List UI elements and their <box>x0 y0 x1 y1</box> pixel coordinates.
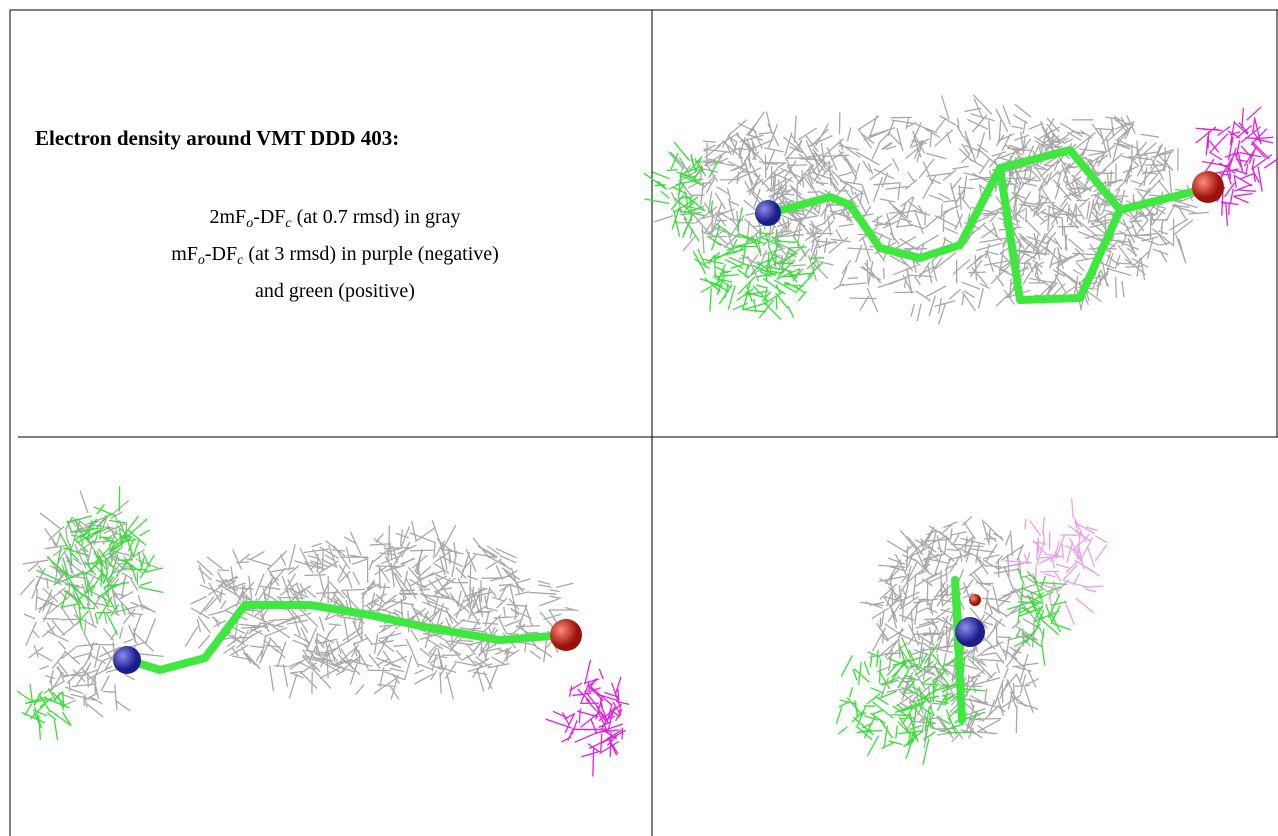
legend-line: mFo-DFc (at 3 rmsd) in purple (negative) <box>20 239 650 276</box>
atom <box>755 200 781 226</box>
page: Electron density around VMT DDD 403: 2mF… <box>0 0 1278 836</box>
atom <box>1192 171 1224 203</box>
density-mesh <box>546 660 629 777</box>
density-mesh <box>644 142 722 242</box>
text-run: -DF <box>253 206 285 228</box>
text-run: and green (positive) <box>255 280 415 302</box>
atom <box>113 646 141 674</box>
atom <box>955 617 985 647</box>
text-run: 2mF <box>210 206 247 228</box>
density-images <box>17 95 1278 777</box>
caption-title: Electron density around VMT DDD 403: <box>35 126 399 151</box>
text-run: -DF <box>205 243 237 265</box>
text-run: (at 0.7 rmsd) in gray <box>292 206 461 228</box>
legend-line: 2mFo-DFc (at 0.7 rmsd) in gray <box>20 202 650 239</box>
text-run: (at 3 rmsd) in purple (negative) <box>243 243 498 265</box>
atom <box>969 594 981 606</box>
subscript: o <box>198 253 205 268</box>
atom <box>550 619 582 651</box>
density-mesh <box>1196 107 1278 226</box>
legend-line: and green (positive) <box>20 276 650 307</box>
text-run: mF <box>171 243 198 265</box>
